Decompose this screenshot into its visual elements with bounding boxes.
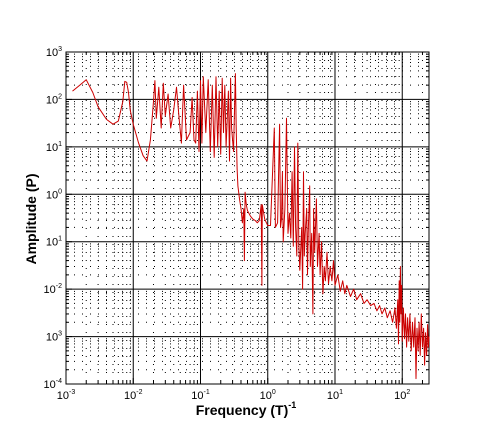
y-tick-base: 10 (46, 142, 58, 154)
y-tick-label: 101 (46, 236, 62, 249)
x-tick-label: 10-3 (57, 389, 76, 402)
x-tick-base: 10 (124, 390, 136, 402)
x-tick-label: 102 (394, 389, 410, 402)
axis-ticks (66, 52, 429, 384)
x-tick-exponent: 0 (272, 389, 276, 396)
y-tick-label: 101 (46, 141, 62, 154)
y-axis-title: Amplitude (P) (23, 174, 39, 265)
x-tick-label: 10-2 (124, 389, 143, 402)
x-tick-labels: 10-3 10-2 10-1 100 101 102 (57, 389, 411, 402)
y-tick-exponent: 1 (58, 236, 62, 243)
y-tick-label: 103 (46, 331, 62, 344)
y-tick-base: 10 (46, 94, 58, 106)
y-tick-base: 10 (46, 237, 58, 249)
plot-frame (66, 52, 429, 384)
y-tick-exponent: 3 (58, 46, 62, 53)
x-tick-base: 10 (394, 390, 406, 402)
y-tick-exponent: 2 (58, 93, 62, 100)
y-tick-label: 103 (46, 46, 62, 59)
x-tick-exponent: -1 (204, 389, 210, 396)
y-tick-label: 10-2 (44, 283, 63, 296)
x-axis-title: Frequency (T)-1 (196, 400, 297, 418)
x-tick-label: 100 (260, 389, 276, 402)
y-tick-exponent: -2 (56, 283, 62, 290)
y-tick-label: 102 (46, 93, 62, 106)
x-tick-base: 10 (327, 390, 339, 402)
y-tick-exponent: 3 (58, 331, 62, 338)
x-axis-title-text: Frequency (T) (196, 402, 289, 418)
y-tick-exponent: 0 (58, 188, 62, 195)
minor-grid (66, 52, 429, 384)
x-tick-exponent: -2 (136, 389, 142, 396)
y-tick-base: 10 (44, 284, 56, 296)
y-tick-base: 10 (46, 189, 58, 201)
x-tick-exponent: 1 (339, 389, 343, 396)
y-tick-exponent: -4 (56, 378, 62, 385)
x-tick-base: 10 (57, 390, 69, 402)
y-tick-label: 100 (46, 188, 62, 201)
y-tick-base: 10 (46, 332, 58, 344)
x-tick-label: 10-1 (191, 389, 210, 402)
x-tick-exponent: -3 (69, 389, 75, 396)
y-tick-base: 10 (44, 379, 56, 391)
x-axis-title-exponent: -1 (288, 400, 296, 410)
y-tick-base: 10 (46, 47, 58, 59)
x-tick-base: 10 (260, 390, 272, 402)
y-tick-exponent: 1 (58, 141, 62, 148)
x-tick-label: 101 (327, 389, 343, 402)
major-grid (66, 52, 429, 384)
x-tick-base: 10 (191, 390, 203, 402)
x-tick-exponent: 2 (406, 389, 410, 396)
